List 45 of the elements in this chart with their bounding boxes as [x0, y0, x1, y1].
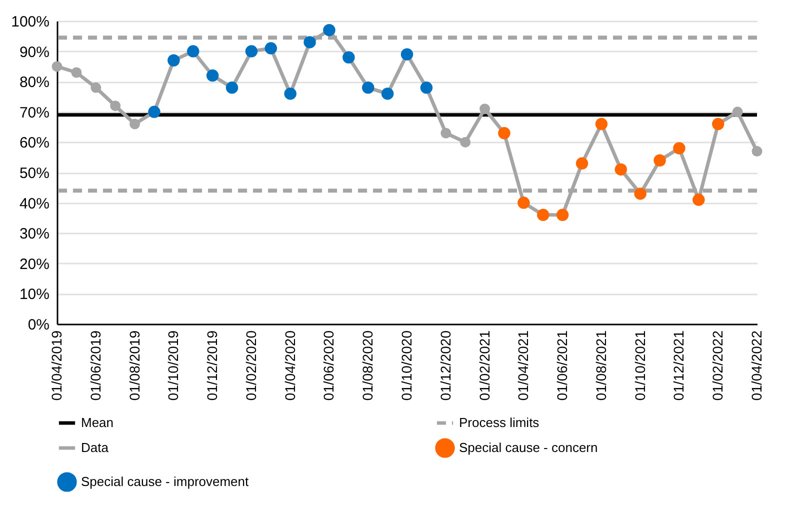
x-tick-label: 01/12/2021	[670, 330, 687, 401]
x-tick-label: 01/10/2021	[632, 330, 648, 401]
legend-label: Process limits	[459, 415, 540, 430]
y-tick-label: 10%	[19, 286, 50, 304]
y-tick-label: 100%	[11, 14, 50, 30]
x-tick-label: 01/08/2019	[126, 330, 142, 401]
point	[480, 104, 490, 114]
legend-label: Data	[81, 440, 110, 455]
x-tick-label: 01/06/2019	[87, 330, 104, 401]
x-tick-label: 01/06/2020	[320, 330, 337, 401]
x-tick-label: 01/10/2020	[398, 330, 414, 401]
y-tick-label: 80%	[19, 74, 50, 92]
x-tick-label: 01/02/2021	[476, 330, 492, 401]
point	[130, 118, 140, 130]
y-tick-label: 20%	[19, 256, 50, 273]
point	[752, 146, 762, 157]
x-tick-label: 01/08/2020	[360, 330, 376, 401]
x-tick-label: 01/12/2019	[204, 330, 220, 401]
point	[460, 136, 471, 148]
x-tick-label: 01/02/2022	[710, 330, 726, 401]
point	[440, 128, 452, 138]
y-tick-label: 90%	[19, 44, 50, 61]
legend-label: Special cause - concern	[459, 440, 598, 455]
x-tick-label: 01/08/2021	[592, 330, 609, 401]
x-tick-label: 01/06/2021	[554, 330, 570, 401]
x-tick-label: 01/02/2020	[242, 330, 259, 401]
point	[90, 82, 102, 93]
legend-label: Mean	[81, 415, 114, 430]
x-tick-label: 01/04/2019	[48, 330, 64, 401]
y-tick-label: 40%	[19, 195, 50, 212]
y-tick-label: 30%	[19, 226, 50, 243]
x-tick-label: 01/04/2022	[748, 330, 764, 401]
x-tick-label: 01/04/2021	[515, 330, 532, 401]
y-tick-label: 70%	[19, 104, 50, 122]
point	[110, 100, 121, 112]
y-tick-label: 50%	[19, 165, 50, 182]
legend-label: Special cause - improvement	[81, 474, 250, 489]
y-tick-label: 0%	[28, 316, 50, 334]
x-tick-label: 01/10/2019	[165, 330, 182, 401]
point	[52, 61, 62, 72]
x-tick-label: 01/12/2020	[437, 330, 454, 401]
point	[71, 67, 82, 78]
x-tick-label: 01/04/2020	[282, 330, 298, 401]
y-tick-label: 60%	[19, 134, 50, 152]
point	[732, 106, 743, 118]
